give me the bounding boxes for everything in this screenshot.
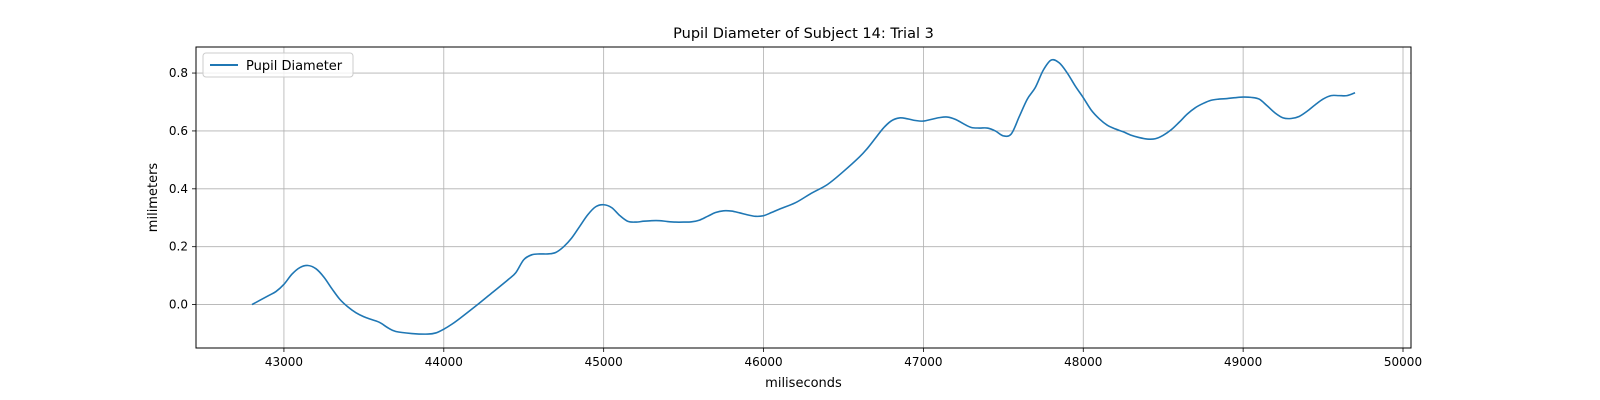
x-tick-label: 43000 <box>265 355 303 369</box>
legend-label: Pupil Diameter <box>246 59 343 74</box>
x-axis-title: miliseconds <box>765 376 842 391</box>
series-layer <box>251 58 1356 335</box>
series-line-pupil-diameter <box>251 58 1356 335</box>
y-tick-label: 0.0 <box>169 298 188 312</box>
y-tick-label: 0.2 <box>169 240 188 254</box>
x-tick-label: 44000 <box>425 355 463 369</box>
x-tick-label: 50000 <box>1384 355 1422 369</box>
x-tick-label: 49000 <box>1224 355 1262 369</box>
axis-ticks: 43000 44000 45000 46000 47000 48000 49000 50000… <box>169 66 1422 369</box>
chart-title: Pupil Diameter of Subject 14: Trial 3 <box>673 26 934 42</box>
x-tick-label: 48000 <box>1064 355 1102 369</box>
x-tick-label: 47000 <box>904 355 942 369</box>
legend: Pupil Diameter <box>202 52 354 78</box>
plot-area-frame <box>195 46 1412 349</box>
y-tick-label: 0.4 <box>169 182 188 196</box>
y-axis-title: milimeters <box>146 163 161 233</box>
legend-box <box>202 52 354 78</box>
x-tick-label: 45000 <box>585 355 623 369</box>
y-tick-label: 0.6 <box>169 124 188 138</box>
y-tick-label: 0.8 <box>169 66 188 80</box>
x-tick-label: 46000 <box>744 355 782 369</box>
